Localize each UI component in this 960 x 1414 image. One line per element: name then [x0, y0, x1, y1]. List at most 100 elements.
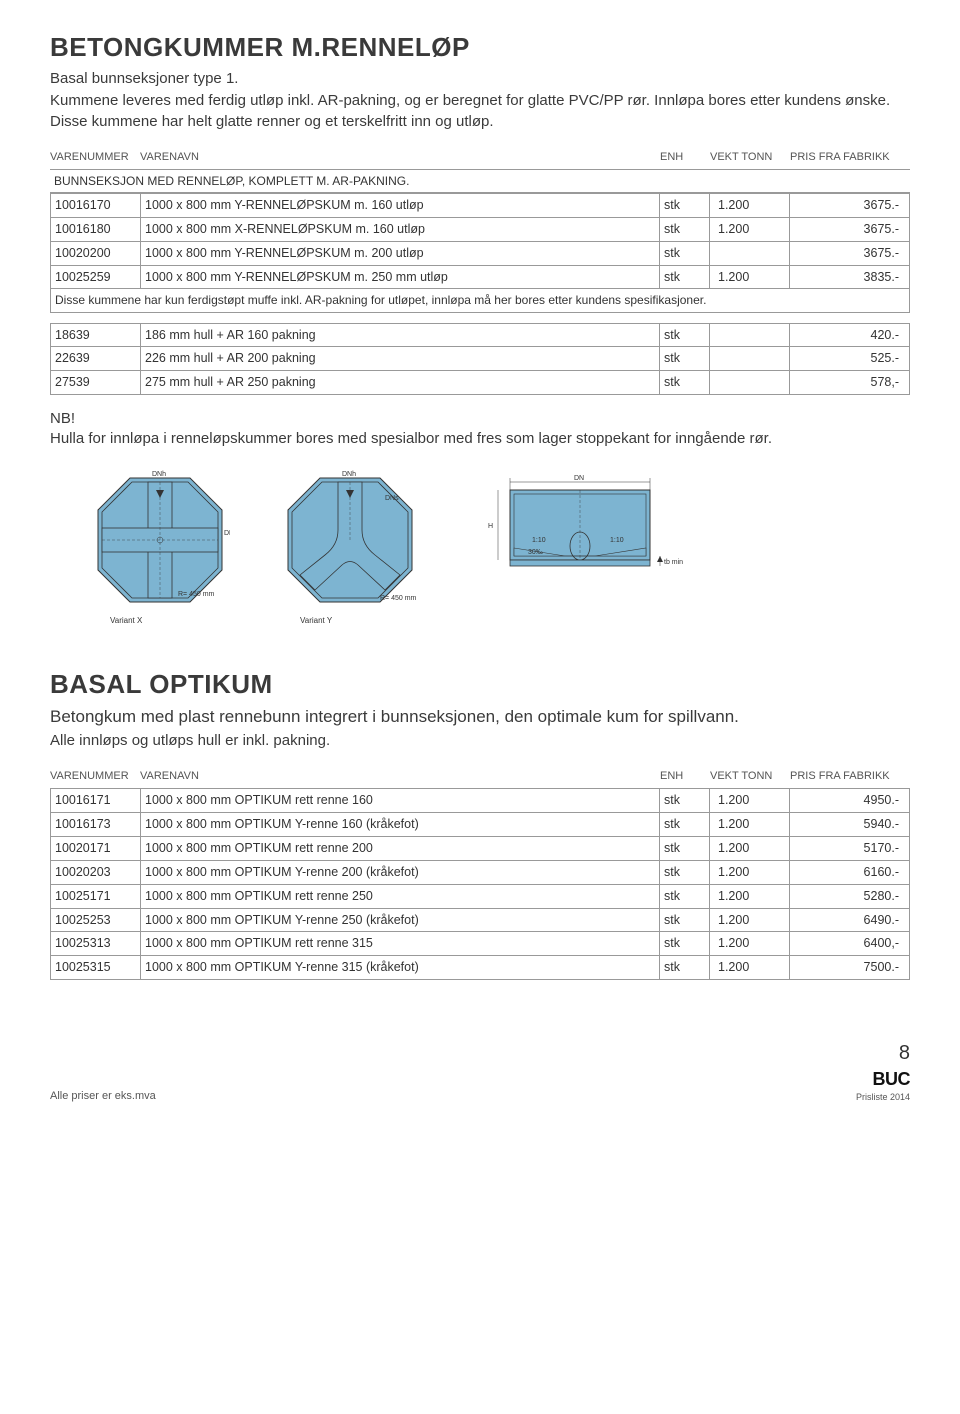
cell-name: 275 mm hull + AR 250 pakning	[141, 371, 660, 395]
label-dnh2: DNh	[342, 471, 356, 478]
cell-pris: 6160.-	[790, 860, 910, 884]
label-h: H	[488, 523, 493, 530]
cell-pris: 3835.-	[790, 265, 910, 289]
cell-name: 1000 x 800 mm X-RENNELØPSKUM m. 160 utlø…	[141, 217, 660, 241]
page-footer: Alle priser er eks.mva 8 BUC Prisliste 2…	[50, 1040, 910, 1103]
table1b: 18639186 mm hull + AR 160 pakningstk420.…	[50, 323, 910, 396]
footer-prisliste: Prisliste 2014	[856, 1091, 910, 1103]
table2: 100161711000 x 800 mm OPTIKUM rett renne…	[50, 788, 910, 980]
cell-num: 10025315	[51, 956, 141, 980]
cell-num: 10016173	[51, 813, 141, 837]
cell-vekt: 1.200	[710, 932, 790, 956]
cell-pris: 6400,-	[790, 932, 910, 956]
cell-name: 226 mm hull + AR 200 pakning	[141, 347, 660, 371]
cell-pris: 5940.-	[790, 813, 910, 837]
cell-name: 1000 x 800 mm Y-RENNELØPSKUM m. 200 utlø…	[141, 241, 660, 265]
cell-vekt: 1.200	[710, 789, 790, 813]
cell-vekt: 1.200	[710, 860, 790, 884]
cell-num: 18639	[51, 323, 141, 347]
table-row: 100161701000 x 800 mm Y-RENNELØPSKUM m. …	[51, 193, 910, 217]
cell-name: 1000 x 800 mm OPTIKUM rett renne 315	[141, 932, 660, 956]
label-slope2: 1:10	[610, 537, 624, 544]
table-row: 100253151000 x 800 mm OPTIKUM Y-renne 31…	[51, 956, 910, 980]
table-row: 18639186 mm hull + AR 160 pakningstk420.…	[51, 323, 910, 347]
col-name2: VARENAVN	[140, 769, 660, 784]
cell-name: 1000 x 800 mm OPTIKUM Y-renne 250 (kråke…	[141, 908, 660, 932]
cell-enh: stk	[660, 193, 710, 217]
section1-title: BETONGKUMMER M.RENNELØP	[50, 30, 910, 65]
cell-name: 1000 x 800 mm Y-RENNELØPSKUM m. 250 mm u…	[141, 265, 660, 289]
diagram-variant-y: DNh DNs R= 450 mm Variant Y	[280, 470, 420, 627]
col-pris: PRIS FRA FABRIKK	[790, 150, 910, 165]
cell-pris: 6490.-	[790, 908, 910, 932]
diagram-variant-x: DNh DNs R= 450 mm Variant X	[90, 470, 230, 627]
table-row: 100252531000 x 800 mm OPTIKUM Y-renne 25…	[51, 908, 910, 932]
cell-enh: stk	[660, 932, 710, 956]
nb-block: NB! Hulla for innløpa i renneløpskummer …	[50, 409, 910, 450]
col-num2: VARENUMMER	[50, 769, 140, 784]
cell-enh: stk	[660, 347, 710, 371]
table-row: 100201711000 x 800 mm OPTIKUM rett renne…	[51, 836, 910, 860]
col-vekt: VEKT TONN	[710, 150, 790, 165]
cell-num: 10016171	[51, 789, 141, 813]
cell-vekt: 1.200	[710, 884, 790, 908]
cell-vekt: 1.200	[710, 265, 790, 289]
table1: 100161701000 x 800 mm Y-RENNELØPSKUM m. …	[50, 193, 910, 313]
cell-pris: 525.-	[790, 347, 910, 371]
cell-pris: 578,-	[790, 371, 910, 395]
footer-left: Alle priser er eks.mva	[50, 1089, 156, 1104]
cell-num: 10016180	[51, 217, 141, 241]
cell-pris: 5280.-	[790, 884, 910, 908]
diagram-section: DN H 1:10 1:10 30‰ tb min	[470, 470, 690, 595]
cell-name: 1000 x 800 mm OPTIKUM Y-renne 315 (kråke…	[141, 956, 660, 980]
label-dns: DNs	[224, 530, 230, 537]
section2-subtitle: Betongkum med plast rennebunn integrert …	[50, 706, 910, 729]
cell-num: 10016170	[51, 193, 141, 217]
cell-num: 27539	[51, 371, 141, 395]
page-number: 8	[856, 1040, 910, 1067]
cell-pris: 7500.-	[790, 956, 910, 980]
cell-pris: 5170.-	[790, 836, 910, 860]
label-slope1: 1:10	[532, 537, 546, 544]
section2-title: BASAL OPTIKUM	[50, 667, 910, 702]
cell-num: 10025171	[51, 884, 141, 908]
table1-column-headers: VARENUMMER VARENAVN ENH VEKT TONN PRIS F…	[50, 148, 910, 167]
table-row: 100202001000 x 800 mm Y-RENNELØPSKUM m. …	[51, 241, 910, 265]
col-pris2: PRIS FRA FABRIKK	[790, 769, 910, 784]
label-pct: 30‰	[528, 549, 543, 556]
cell-enh: stk	[660, 789, 710, 813]
nb-text: Hulla for innløpa i renneløpskummer bore…	[50, 429, 910, 449]
col-name: VARENAVN	[140, 150, 660, 165]
cell-enh: stk	[660, 323, 710, 347]
cell-name: 1000 x 800 mm OPTIKUM rett renne 160	[141, 789, 660, 813]
label-r450b: R= 450 mm	[380, 595, 417, 602]
cell-enh: stk	[660, 265, 710, 289]
caption-variant-y: Variant Y	[300, 616, 420, 627]
col-enh2: ENH	[660, 769, 710, 784]
cell-vekt	[710, 371, 790, 395]
table-row: 100202031000 x 800 mm OPTIKUM Y-renne 20…	[51, 860, 910, 884]
cell-name: 1000 x 800 mm OPTIKUM Y-renne 200 (kråke…	[141, 860, 660, 884]
cell-name: 1000 x 800 mm OPTIKUM rett renne 250	[141, 884, 660, 908]
label-dns2: DNs	[385, 495, 399, 502]
cell-vekt: 1.200	[710, 836, 790, 860]
cell-enh: stk	[660, 836, 710, 860]
table1-note: Disse kummene har kun ferdigstøpt muffe …	[51, 289, 910, 312]
col-num: VARENUMMER	[50, 150, 140, 165]
cell-num: 10020200	[51, 241, 141, 265]
col-enh: ENH	[660, 150, 710, 165]
cell-name: 186 mm hull + AR 160 pakning	[141, 323, 660, 347]
cell-vekt	[710, 347, 790, 371]
cell-pris: 4950.-	[790, 789, 910, 813]
cell-num: 22639	[51, 347, 141, 371]
table2-column-headers: VARENUMMER VARENAVN ENH VEKT TONN PRIS F…	[50, 767, 910, 786]
diagram-row: DNh DNs R= 450 mm Variant X DNh DNs R= 4…	[90, 470, 910, 627]
table-row: 27539275 mm hull + AR 250 pakningstk578,…	[51, 371, 910, 395]
col-vekt2: VEKT TONN	[710, 769, 790, 784]
footer-logo: BUC	[856, 1067, 910, 1091]
cell-name: 1000 x 800 mm Y-RENNELØPSKUM m. 160 utlø…	[141, 193, 660, 217]
label-r450: R= 450 mm	[178, 591, 215, 598]
label-dnh: DNh	[152, 471, 166, 478]
cell-name: 1000 x 800 mm OPTIKUM rett renne 200	[141, 836, 660, 860]
cell-enh: stk	[660, 908, 710, 932]
